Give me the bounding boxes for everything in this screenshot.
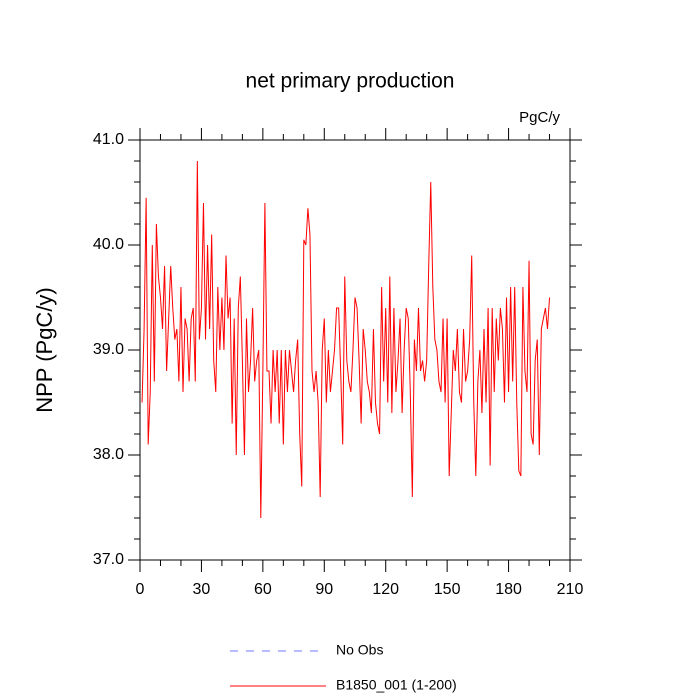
x-tick-label: 30: [193, 581, 211, 598]
y-tick-label: 40.0: [93, 236, 124, 253]
y-axis-label: NPP (PgC/y): [32, 287, 57, 413]
x-tick-label: 0: [136, 581, 145, 598]
y-tick-label: 37.0: [93, 551, 124, 568]
y-tick-label: 39.0: [93, 341, 124, 358]
x-tick-label: 210: [557, 581, 584, 598]
x-tick-label: 90: [315, 581, 333, 598]
y-tick-label: 41.0: [93, 131, 124, 148]
x-tick-label: 120: [372, 581, 399, 598]
chart-subtitle: PgC/y: [519, 109, 560, 126]
y-tick-label: 38.0: [93, 446, 124, 463]
x-tick-label: 180: [495, 581, 522, 598]
legend-label: No Obs: [336, 642, 383, 658]
x-tick-label: 60: [254, 581, 272, 598]
chart-title: net primary production: [246, 70, 455, 93]
data-line: [141, 160, 551, 519]
legend-label: B1850_001 (1-200): [336, 677, 457, 693]
x-tick-label: 150: [434, 581, 461, 598]
